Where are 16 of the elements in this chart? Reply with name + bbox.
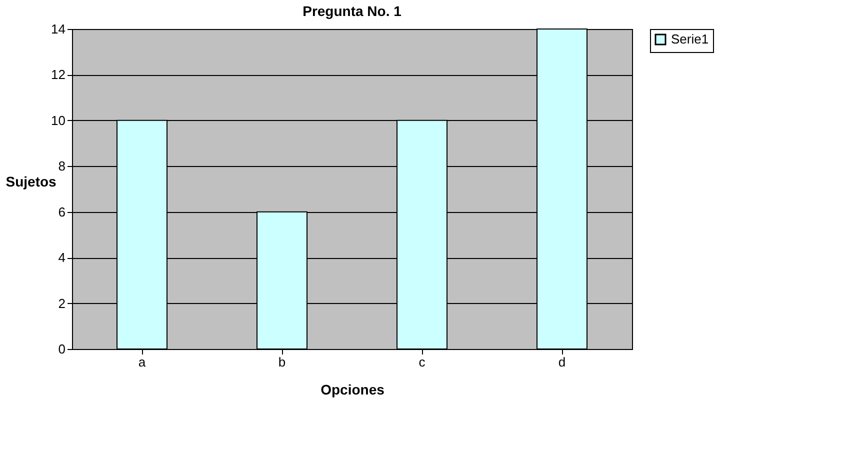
legend-label: Serie1	[671, 32, 709, 46]
y-tick-label: 8	[58, 158, 66, 174]
chart-title: Pregunta No. 1	[302, 3, 402, 19]
y-tick-label: 4	[58, 250, 66, 266]
x-tick-label: a	[138, 354, 146, 370]
y-tick-label: 14	[51, 22, 66, 36]
x-tick-label: b	[278, 354, 286, 370]
x-tick-label: d	[558, 354, 566, 370]
x-tick-label: c	[418, 354, 426, 370]
x-axis-title: Opciones	[320, 382, 385, 398]
y-axis-title: Sujetos	[6, 174, 57, 190]
y-tick-label: 2	[58, 296, 66, 311]
y-tick-label: 6	[58, 204, 66, 220]
y-tick-label: 10	[51, 112, 66, 128]
y-tick-label: 12	[51, 67, 66, 82]
y-tick-label: 0	[58, 342, 66, 356]
